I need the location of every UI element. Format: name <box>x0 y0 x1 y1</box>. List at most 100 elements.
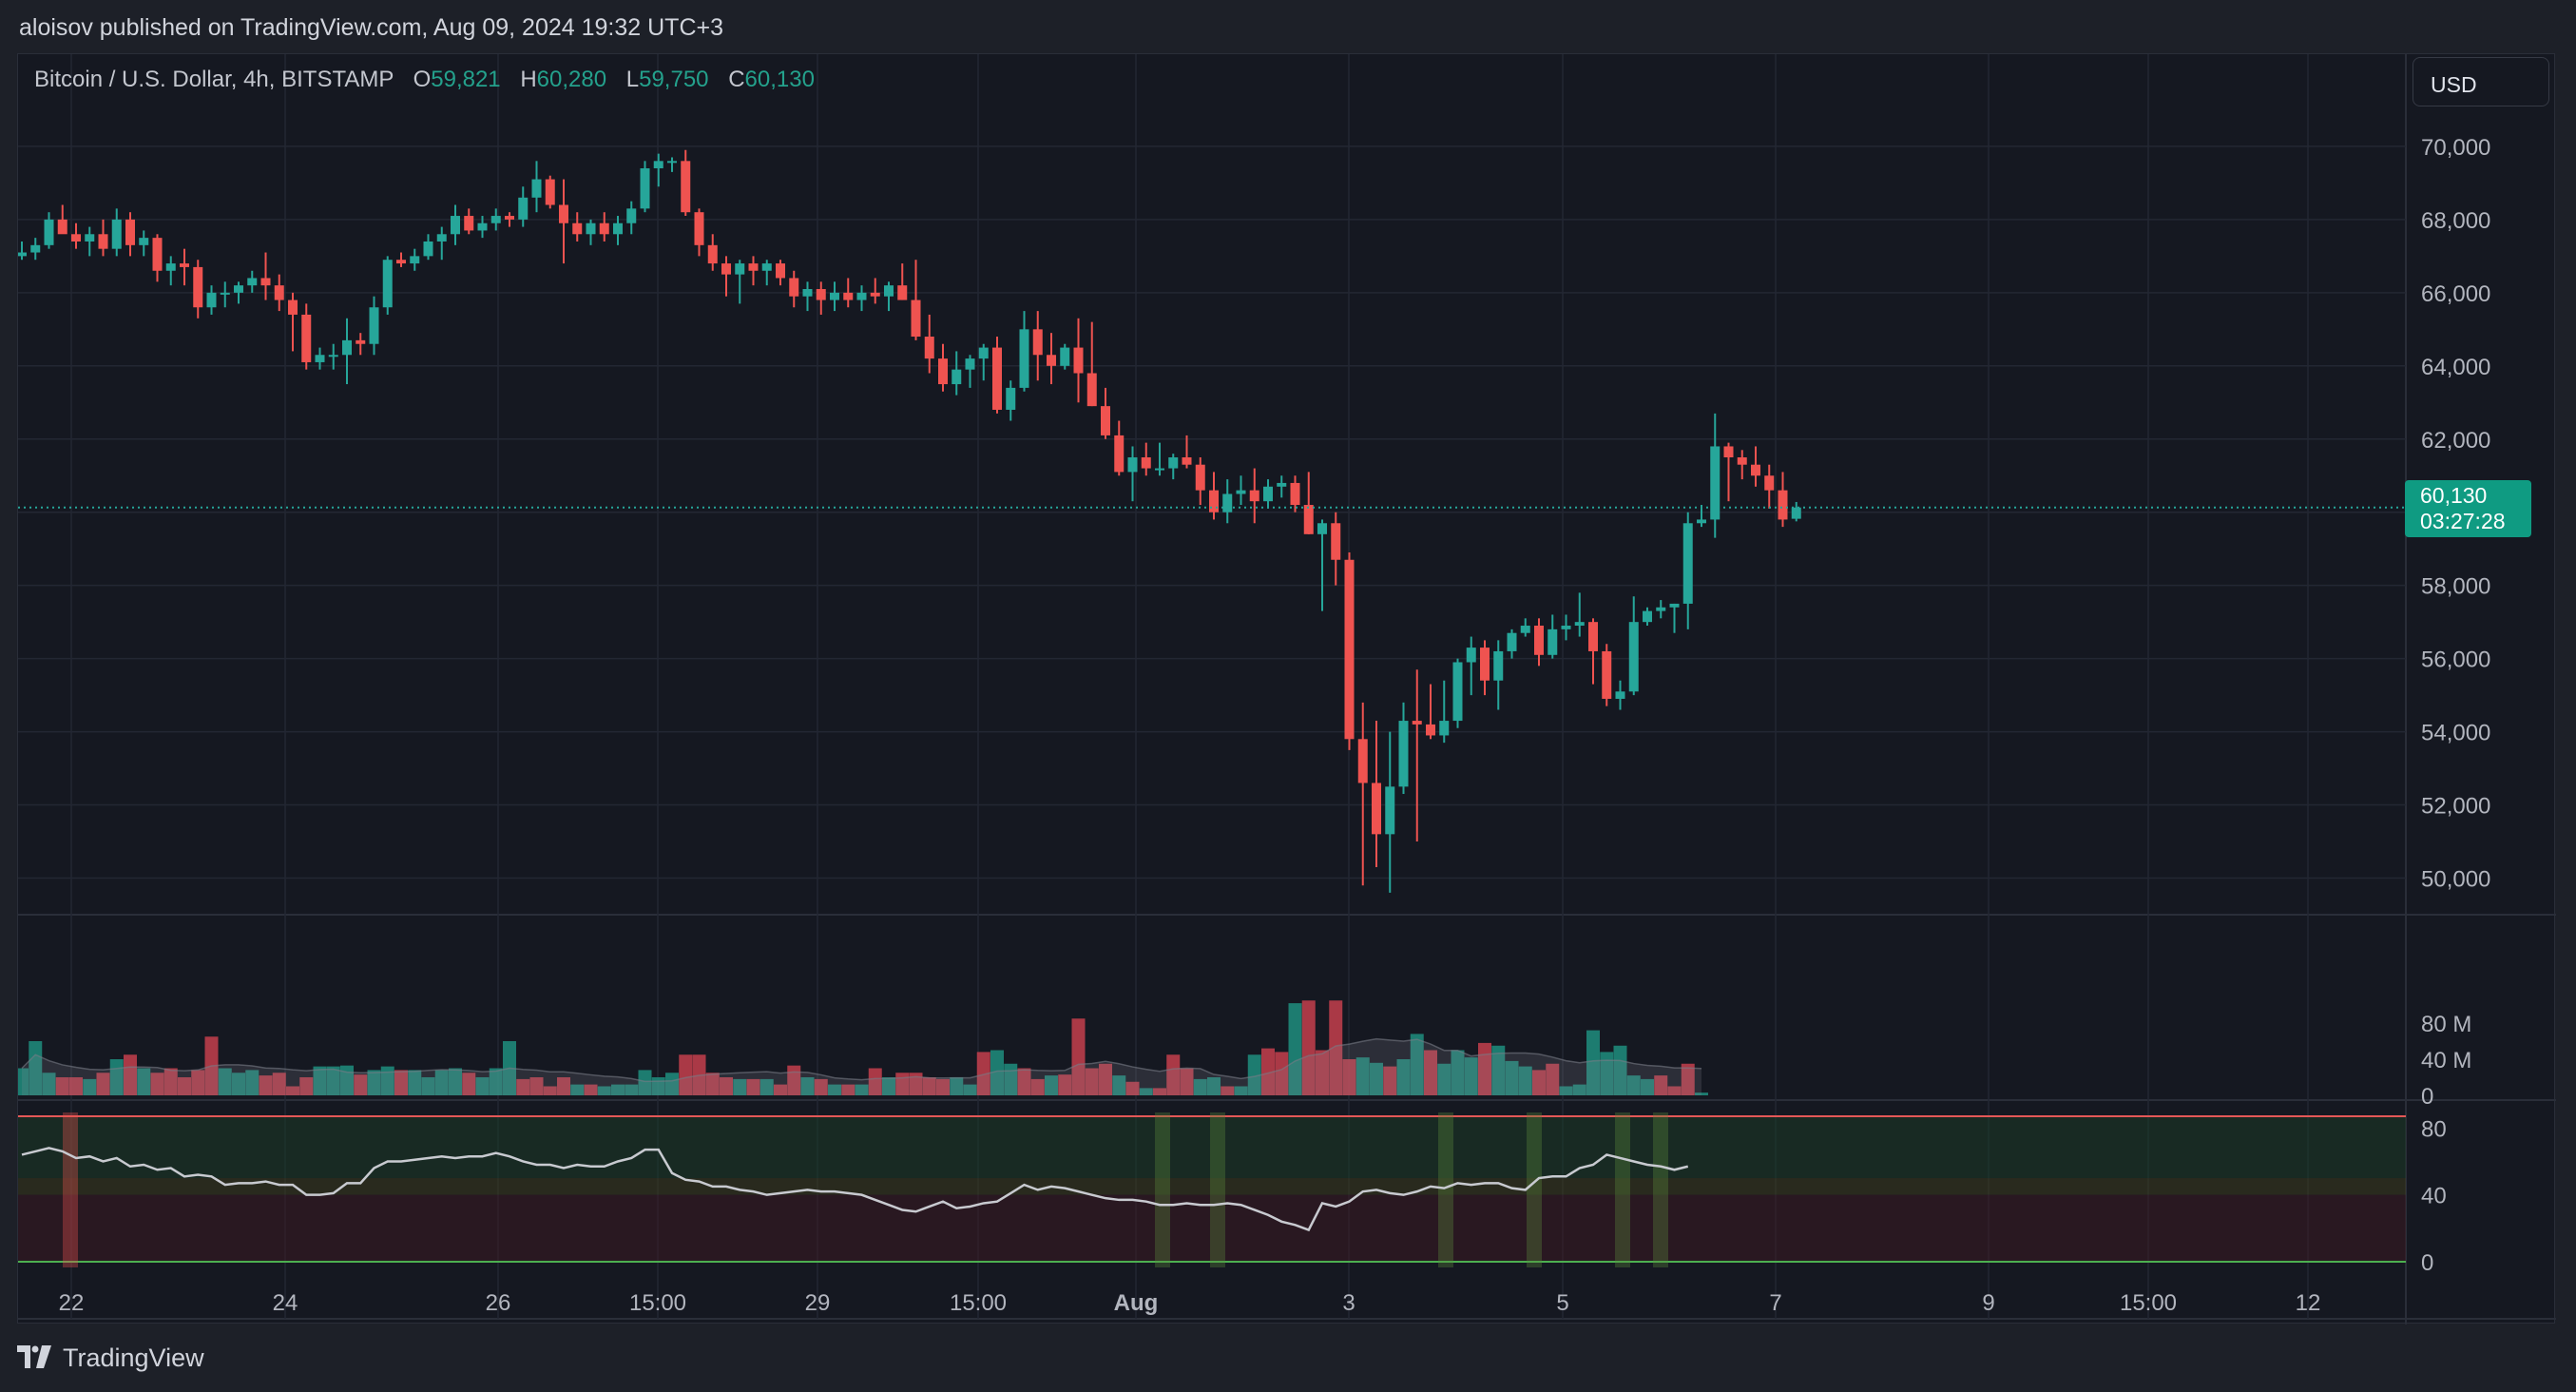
volume-bar <box>163 1068 178 1095</box>
volume-bar <box>245 1070 260 1095</box>
candle-body <box>518 197 529 220</box>
time-tick-label: 15:00 <box>2120 1290 2177 1316</box>
volume-bar <box>124 1054 137 1095</box>
candle-body <box>1357 739 1368 783</box>
chart-frame[interactable]: 70,00068,00066,00064,00062,00060,00058,0… <box>17 53 2556 1324</box>
currency-button[interactable]: USD <box>2413 57 2549 106</box>
candle-body <box>1628 622 1639 692</box>
volume-bar <box>1071 1018 1086 1095</box>
volume-tick-label: 40 M <box>2421 1048 2471 1073</box>
candle-body <box>1372 783 1381 835</box>
time-tick-label: 12 <box>2296 1290 2321 1316</box>
volume-bar <box>1288 1003 1302 1095</box>
candle-body <box>1574 622 1585 627</box>
candle-body <box>748 263 759 271</box>
volume-bar <box>286 1086 299 1095</box>
candle-body <box>802 289 813 297</box>
candle-body <box>423 241 433 257</box>
candle-body <box>1073 347 1084 374</box>
candle-body <box>1195 464 1205 491</box>
candle-body <box>1778 490 1788 520</box>
candle-body <box>545 179 555 205</box>
volume-bar <box>638 1070 652 1095</box>
rsi-signal-band <box>1438 1112 1453 1267</box>
publish-info: aloisov published on TradingView.com, Au… <box>19 14 724 41</box>
candle-body <box>1426 724 1435 736</box>
volume-bar <box>868 1068 882 1095</box>
candle-body <box>735 263 745 275</box>
candle-body <box>1669 603 1680 608</box>
candle-body <box>1520 626 1530 633</box>
candle-body <box>856 292 867 300</box>
candle-body <box>1047 355 1056 366</box>
candle-body <box>315 355 325 362</box>
volume-bar <box>543 1086 557 1095</box>
last-price-badge: 60,130 03:27:28 <box>2405 480 2531 537</box>
candle-body <box>1751 464 1760 476</box>
candle-body <box>978 347 989 359</box>
chart-canvas[interactable]: 70,00068,00066,00064,00062,00060,00058,0… <box>18 54 2556 1324</box>
candle-body <box>382 260 393 308</box>
time-tick-label: 26 <box>486 1290 511 1316</box>
candle-body <box>924 337 934 359</box>
time-tick-label: 29 <box>805 1290 831 1316</box>
symbol-legend: Bitcoin / U.S. Dollar, 4h, BITSTAMP O59,… <box>34 67 815 93</box>
rsi-tick-label: 40 <box>2421 1184 2447 1209</box>
volume-bar <box>1641 1078 1654 1095</box>
volume-bar <box>1532 1070 1546 1095</box>
candle-body <box>1548 628 1558 655</box>
volume-bar <box>841 1084 855 1095</box>
volume-bar <box>746 1078 760 1095</box>
volume-bar <box>1410 1034 1424 1095</box>
volume-bar <box>313 1066 327 1095</box>
volume-bar <box>828 1084 841 1095</box>
price-tick-label: 58,000 <box>2421 574 2490 600</box>
volume-bar <box>299 1077 314 1095</box>
volume-bar <box>774 1084 787 1095</box>
candle-body <box>626 208 637 223</box>
footer-brand: TradingView <box>63 1344 204 1372</box>
volume-bar <box>150 1073 164 1095</box>
time-tick-label: 3 <box>1342 1290 1355 1316</box>
volume-bar <box>326 1066 340 1095</box>
volume-bar <box>814 1078 828 1095</box>
candle-body <box>1493 650 1504 681</box>
volume-bar <box>1153 1088 1166 1095</box>
candle-body <box>938 358 948 385</box>
volume-bar <box>1166 1054 1181 1095</box>
rsi-tick-label: 80 <box>2421 1116 2447 1142</box>
volume-bar <box>1261 1048 1275 1095</box>
volume-bar <box>1125 1081 1140 1095</box>
volume-bar <box>1586 1030 1600 1095</box>
volume-bar <box>1275 1052 1289 1095</box>
volume-bar <box>557 1077 570 1095</box>
price-tick-label: 52,000 <box>2421 794 2490 820</box>
candle-body <box>1101 406 1110 435</box>
volume-bar <box>1491 1045 1506 1095</box>
volume-bar <box>976 1052 990 1095</box>
volume-bar <box>218 1068 232 1095</box>
volume-bar <box>1464 1057 1478 1095</box>
rsi-line <box>21 1147 1689 1232</box>
volume-bar <box>272 1073 286 1095</box>
volume-bar <box>1667 1086 1682 1095</box>
volume-bar <box>1139 1088 1153 1095</box>
candle-body <box>884 285 894 297</box>
volume-bar <box>354 1074 368 1095</box>
candle-body <box>1114 435 1125 473</box>
time-tick-label: Aug <box>1114 1290 1159 1316</box>
volume-bar <box>787 1065 801 1095</box>
volume-bar <box>597 1086 611 1095</box>
candle-body <box>1588 622 1598 651</box>
candle-body <box>206 292 217 308</box>
price-tick-label: 70,000 <box>2421 135 2490 161</box>
candle-body <box>1290 482 1300 506</box>
volume-bar <box>1085 1068 1099 1095</box>
candle-body <box>342 339 352 356</box>
candle-body <box>1168 457 1179 469</box>
candle-body <box>1019 329 1029 388</box>
volume-bar <box>1207 1077 1221 1095</box>
candle-body <box>586 222 596 235</box>
volume-bar <box>584 1084 598 1095</box>
volume-bar <box>69 1077 83 1095</box>
